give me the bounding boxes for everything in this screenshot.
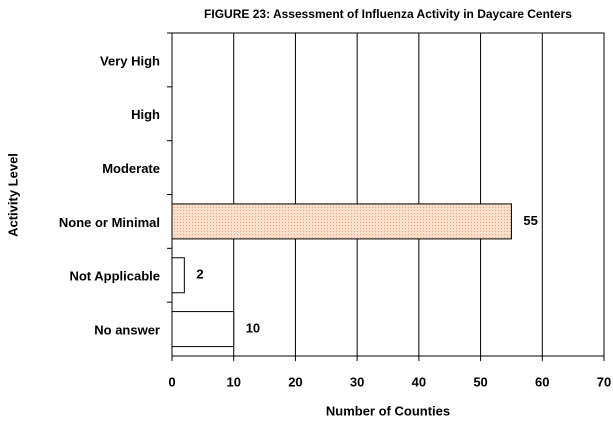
y-tick-label: Very High (100, 53, 160, 68)
bar (171, 311, 235, 348)
y-tick-label: Not Applicable (69, 269, 160, 284)
data-label: 55 (523, 213, 537, 228)
bar (171, 257, 185, 294)
y-tick-label: No answer (94, 323, 160, 338)
x-tick-label: 30 (350, 374, 364, 389)
data-label: 2 (196, 267, 203, 282)
x-tick-label: 10 (226, 374, 240, 389)
y-tick-label: High (131, 107, 160, 122)
y-tick-label: Moderate (102, 161, 160, 176)
plot-border (171, 32, 605, 357)
data-label: 10 (246, 321, 260, 336)
y-tick-label: None or Minimal (59, 215, 160, 230)
x-tick-label: 0 (168, 374, 175, 389)
chart-title: FIGURE 23: Assessment of Influenza Activ… (204, 7, 572, 21)
x-tick-label: 20 (288, 374, 302, 389)
x-tick-label: 70 (597, 374, 611, 389)
x-axis-label: Number of Counties (326, 403, 450, 418)
bar (171, 203, 512, 240)
y-axis-label: Activity Level (5, 153, 20, 237)
x-tick-label: 40 (412, 374, 426, 389)
x-tick-label: 50 (473, 374, 487, 389)
x-tick-label: 60 (535, 374, 549, 389)
